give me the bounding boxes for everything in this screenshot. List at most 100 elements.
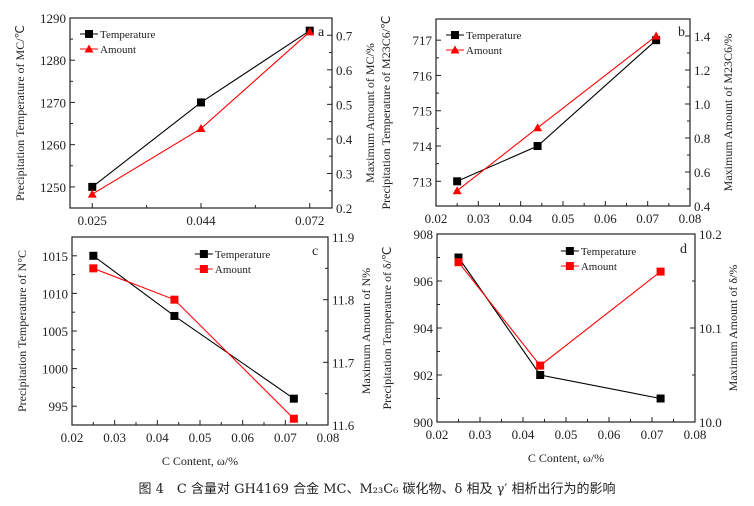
series-line <box>456 39 657 182</box>
series-line <box>458 257 661 400</box>
legend-marker <box>451 31 459 39</box>
data-point <box>89 264 98 273</box>
x-tick-label: 0.07 <box>641 427 664 442</box>
y-tick-label: 1015 <box>42 249 68 264</box>
y2-tick-label: 11.9 <box>332 230 354 245</box>
y-tick-label: 906 <box>414 274 434 289</box>
y2-tick-label: 11.7 <box>332 355 355 370</box>
x-tick-label: 0.025 <box>78 213 107 228</box>
y-tick-label: 714 <box>413 139 433 154</box>
legend-label: Amount <box>581 261 617 273</box>
y-tick-label: 1250 <box>40 180 66 195</box>
panel-letter: c <box>312 244 318 259</box>
legend-item-amount: Amount <box>560 261 617 273</box>
y-tick-label: 713 <box>413 174 433 189</box>
y2-tick-label: 10.2 <box>699 227 722 242</box>
y-axis-label: Precipitation Temperature of δ/℃ <box>380 246 394 409</box>
data-point <box>536 361 545 370</box>
chart-panel-c: 0.02 0.03 0.04 0.05 0.06 0.07 0.08 995 1000 1005 1… <box>15 230 373 468</box>
data-point <box>533 123 543 132</box>
legend-label: Temperature <box>466 30 522 42</box>
x-tick-label: 0.08 <box>317 430 340 445</box>
y2-tick-label: 1.0 <box>694 97 710 112</box>
y-tick-label: 900 <box>414 415 434 430</box>
chart-panel-b: 0.02 0.03 0.04 0.05 0.06 0.07 0.08 713 714 715 716… <box>379 15 735 226</box>
data-point <box>656 267 665 276</box>
y2-tick-label: 0.3 <box>336 166 352 181</box>
data-point <box>196 124 206 133</box>
y2-axis-label: Maximum Amount of N% <box>359 268 373 394</box>
y-tick-label: 715 <box>413 104 433 119</box>
x-tick-label: 0.03 <box>467 211 490 226</box>
data-point <box>197 98 205 107</box>
y-axis-label: Precipitation Temperature of MC/℃ <box>13 25 27 201</box>
legend-label: Temperature <box>215 249 271 261</box>
y-axis-label: Precipitation Temperature of M23C6/℃ <box>379 15 393 209</box>
y-tick-label: 1005 <box>42 324 68 339</box>
y2-tick-label: 0.2 <box>336 201 352 216</box>
data-point <box>88 182 97 191</box>
legend-marker <box>565 247 574 255</box>
legend-label: Temperature <box>581 246 637 258</box>
y-tick-label: 902 <box>414 368 434 383</box>
data-point <box>452 186 462 195</box>
x-tick-label: 0.05 <box>555 427 578 442</box>
y2-axis-label: Maximum Amount of δ/% <box>726 265 740 392</box>
x-tick-label: 0.03 <box>103 430 126 445</box>
legend-marker <box>85 30 93 38</box>
y2-tick-label: 1.2 <box>694 63 710 78</box>
x-tick-label: 0.04 <box>146 430 169 445</box>
legend-item-temperature: Temperature <box>80 29 156 41</box>
data-point <box>89 251 98 260</box>
legend-marker <box>450 45 460 54</box>
figure-caption: 图 4 C 含量对 GH4169 合金 MC、M₂₃C₆ 碳化物、δ 相及 γ′… <box>138 482 616 497</box>
legend-marker <box>199 250 208 258</box>
y-tick-label: 1260 <box>40 138 66 153</box>
data-point <box>453 177 462 186</box>
data-point <box>454 258 463 267</box>
data-point <box>651 31 661 40</box>
x-axis-label: C Content, ω/% <box>162 454 238 468</box>
y2-tick-label: 0.4 <box>694 199 711 214</box>
panel-letter: d <box>680 242 687 257</box>
legend-label: Amount <box>100 44 136 56</box>
x-tick-label: 0.08 <box>684 427 707 442</box>
y2-axis-label: Maximum Amount of M23C6/% <box>721 34 735 192</box>
y-tick-label: 1280 <box>40 53 66 68</box>
data-point <box>652 36 661 45</box>
x-tick-label: 0.05 <box>189 430 212 445</box>
x-tick-label: 0.07 <box>636 211 659 226</box>
data-point <box>305 27 315 36</box>
y2-tick-label: 0.7 <box>336 28 353 43</box>
y-tick-label: 1270 <box>40 95 66 110</box>
x-tick-label: 0.04 <box>512 427 535 442</box>
x-tick-label: 0.06 <box>594 211 617 226</box>
series-temperature <box>89 251 298 403</box>
x-tick-label: 0.02 <box>61 430 84 445</box>
data-point <box>87 189 97 198</box>
x-tick-label: 0.044 <box>186 213 216 228</box>
series-line <box>93 267 295 420</box>
data-point <box>170 295 179 304</box>
data-point <box>533 142 542 151</box>
series-temperature <box>453 36 661 186</box>
x-tick-label: 0.03 <box>469 427 492 442</box>
series-line <box>456 35 657 192</box>
series-line <box>93 255 295 400</box>
legend-label: Temperature <box>100 29 156 41</box>
x-tick-label: 0.05 <box>552 211 575 226</box>
y2-tick-label: 10.1 <box>699 321 722 336</box>
series-temperature <box>454 253 665 403</box>
data-point <box>536 371 545 379</box>
x-axis-label: C Content, ω/% <box>528 451 604 465</box>
series-amount <box>87 27 315 198</box>
y-axis-label: Precipitation Temperature of N°C <box>15 250 29 412</box>
chart-panel-d: 0.02 0.03 0.04 0.05 0.06 0.07 0.08 900 902 904 906… <box>380 227 740 465</box>
legend-label: Amount <box>215 264 251 276</box>
chart-panel-a: 0.025 0.044 0.072 1250 1260 1270 1280 1290 0.2 0.… <box>13 11 377 228</box>
y2-tick-label: 0.8 <box>694 131 710 146</box>
data-point <box>289 414 298 423</box>
legend-item-amount: Amount <box>80 44 136 56</box>
x-tick-label: 0.04 <box>509 211 532 226</box>
